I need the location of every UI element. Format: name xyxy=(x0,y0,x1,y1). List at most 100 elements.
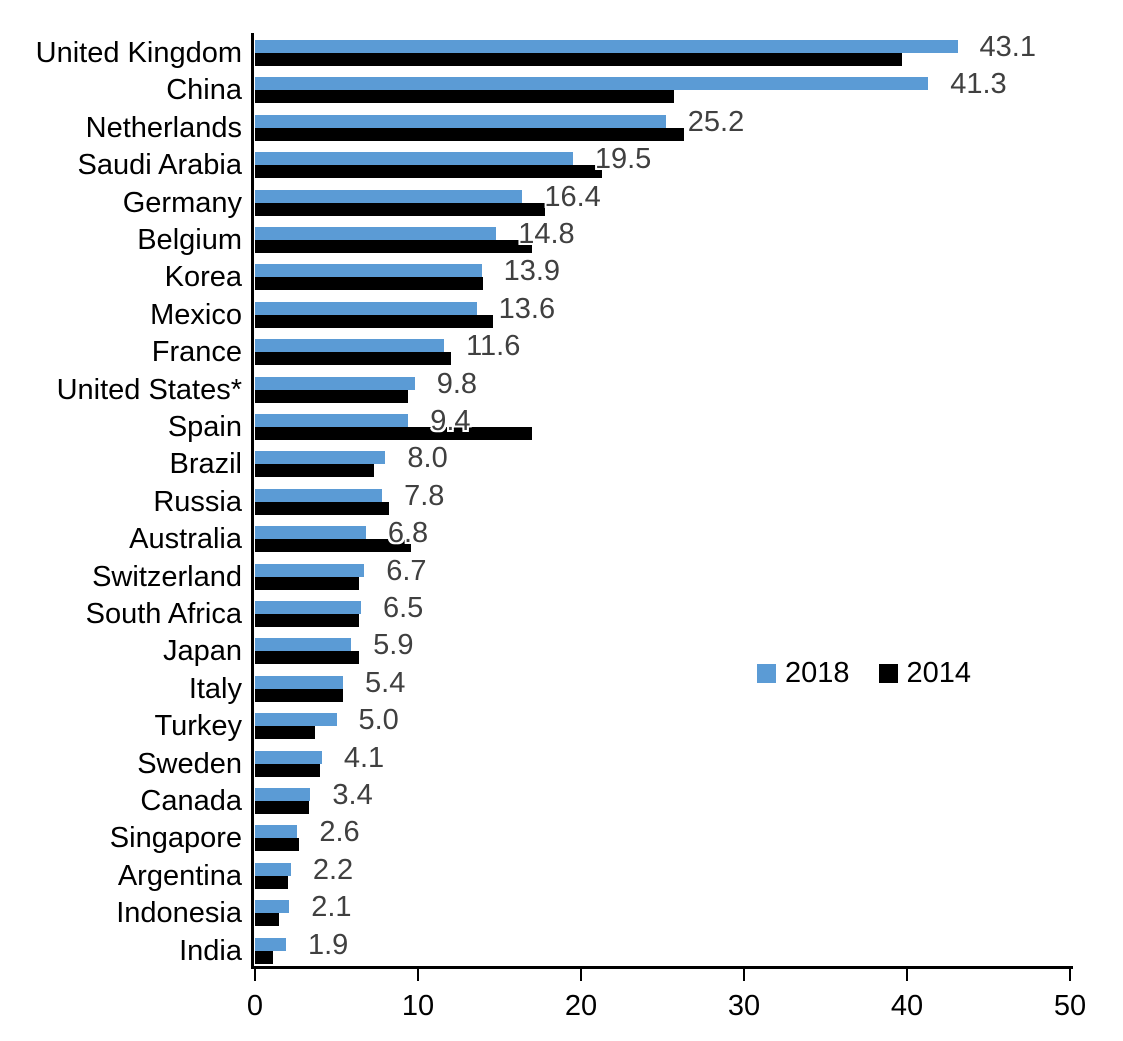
category-label: Singapore xyxy=(109,822,242,855)
legend-item-2014: 2014 xyxy=(878,659,971,688)
bar-2018 xyxy=(255,451,386,465)
value-label: 7.8 xyxy=(404,479,445,512)
bar-2014 xyxy=(255,240,533,253)
bar-2018 xyxy=(255,526,366,540)
category-label: Belgium xyxy=(137,224,242,256)
x-tick xyxy=(417,969,419,981)
value-label: 13.6 xyxy=(498,292,556,325)
value-label: 9.4 xyxy=(430,405,471,437)
x-tick-label: 20 xyxy=(564,990,598,1022)
value-label: 6.5 xyxy=(382,592,424,624)
value-label: 5.0 xyxy=(358,704,399,737)
value-label: 6.7 xyxy=(386,554,427,587)
bar-2018 xyxy=(255,601,361,614)
bar-2014 xyxy=(255,950,273,964)
legend-label-2018: 2018 xyxy=(785,657,850,689)
bar-2018 xyxy=(255,563,365,577)
x-tick xyxy=(1069,969,1071,981)
bar-2014 xyxy=(255,165,603,179)
bar-2014 xyxy=(255,427,533,440)
bar-2014 xyxy=(255,464,374,478)
value-label: 13.9 xyxy=(503,255,561,288)
x-tick xyxy=(580,969,582,981)
value-label: 1.9 xyxy=(307,928,349,961)
bar-2018 xyxy=(255,40,958,53)
category-label: Mexico xyxy=(150,298,242,331)
category-label: Indonesia xyxy=(116,897,242,930)
bar-2014 xyxy=(255,53,903,66)
category-label: Netherlands xyxy=(85,111,242,144)
value-label: 43.1 xyxy=(979,31,1036,63)
bar-2014 xyxy=(255,90,674,104)
x-tick-label: 10 xyxy=(401,990,435,1022)
bar-2018 xyxy=(255,264,482,278)
bar-2018 xyxy=(255,414,409,427)
legend-item-2018: 2018 xyxy=(757,659,850,688)
x-axis-line xyxy=(251,966,1073,969)
bar-2014 xyxy=(255,576,360,590)
category-label: Japan xyxy=(162,635,242,668)
category-label: France xyxy=(151,336,242,369)
category-label: Germany xyxy=(122,186,242,219)
bar-2014 xyxy=(255,875,288,889)
legend: 2018 2014 xyxy=(757,659,971,688)
value-label: 2.1 xyxy=(311,891,352,924)
bar-2018 xyxy=(255,862,291,876)
category-label: Brazil xyxy=(169,448,242,481)
category-label: Korea xyxy=(164,261,242,294)
bar-2018 xyxy=(255,675,344,689)
value-label: 25.2 xyxy=(687,105,745,138)
bar-2014 xyxy=(255,838,299,852)
value-label: 3.4 xyxy=(332,779,373,811)
bar-2018 xyxy=(255,788,311,801)
bar-2018 xyxy=(255,713,337,727)
bar-2018 xyxy=(255,937,286,951)
bar-2014 xyxy=(255,801,309,814)
bar-2018 xyxy=(255,376,415,390)
category-label: Italy xyxy=(188,672,242,705)
value-label: 14.8 xyxy=(518,218,575,250)
category-label: United Kingdom xyxy=(35,37,242,69)
bar-2014 xyxy=(255,726,316,740)
bar-2018 xyxy=(255,189,523,203)
bar-2014 xyxy=(255,651,360,665)
bar-2014 xyxy=(255,763,321,777)
bar-2014 xyxy=(255,127,684,141)
bar-2018 xyxy=(255,638,352,652)
value-label: 5.9 xyxy=(373,629,414,662)
category-label: Russia xyxy=(153,485,242,518)
bar-2014 xyxy=(255,913,280,927)
category-label: India xyxy=(179,934,242,967)
x-tick-label: 40 xyxy=(890,990,924,1022)
bar-2014 xyxy=(255,314,493,328)
category-label: Spain xyxy=(167,411,242,443)
bar-2018 xyxy=(255,750,322,764)
x-tick xyxy=(254,969,256,981)
bar-2018 xyxy=(255,339,445,353)
bar-2014 xyxy=(255,202,546,216)
bar-2018 xyxy=(255,77,929,91)
category-label: Argentina xyxy=(117,859,242,892)
category-label: Switzerland xyxy=(92,560,242,593)
category-label: Australia xyxy=(129,523,242,556)
bar-2018 xyxy=(255,114,666,128)
value-label: 19.5 xyxy=(594,143,652,176)
category-label: Turkey xyxy=(154,710,242,743)
y-axis-line xyxy=(251,33,254,969)
value-label: 8.0 xyxy=(407,442,448,475)
x-tick-label: 50 xyxy=(1053,990,1087,1022)
bar-2018 xyxy=(255,152,573,166)
value-label: 5.4 xyxy=(365,666,406,699)
category-label: Sweden xyxy=(137,747,242,780)
value-label: 2.2 xyxy=(312,853,354,886)
x-tick xyxy=(743,969,745,981)
value-label: 41.3 xyxy=(950,68,1007,101)
value-label: 11.6 xyxy=(466,330,521,363)
legend-swatch-2018 xyxy=(757,664,776,683)
bar-2014 xyxy=(255,352,451,366)
bar-2018 xyxy=(255,227,497,240)
bar-2018 xyxy=(255,900,290,914)
bar-2018 xyxy=(255,825,298,839)
value-label: 6.8 xyxy=(387,517,429,550)
